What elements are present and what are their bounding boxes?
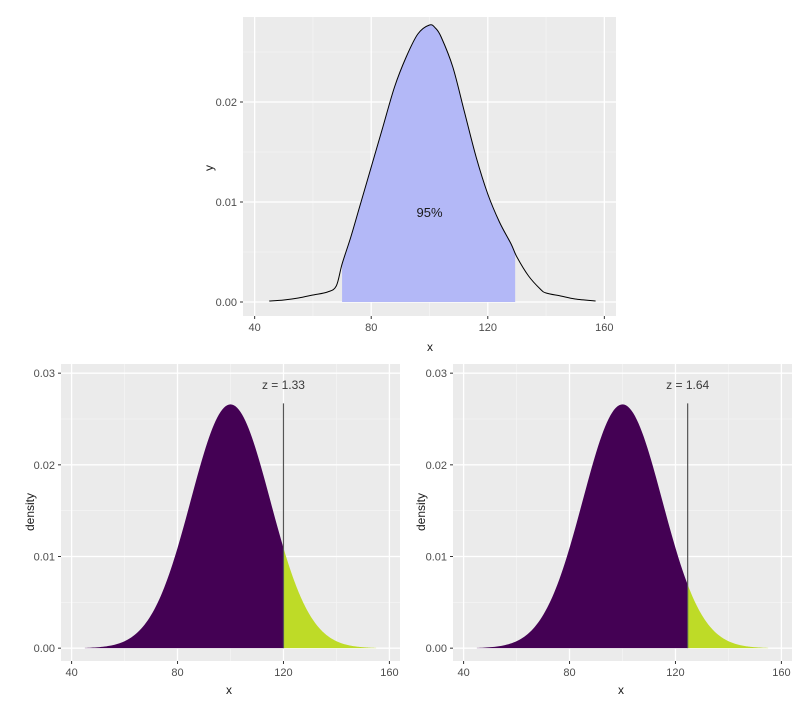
y-tick-label: 0.02: [426, 460, 447, 472]
y-tick-label: 0.02: [34, 460, 55, 472]
shaded-region-95: [342, 24, 516, 303]
y-tick-label: 0.01: [216, 197, 237, 209]
axis-ticks: 40 80 120 160 0.00 0.01 0.02: [216, 97, 614, 334]
x-tick-label: 40: [457, 667, 469, 679]
x-tick-label: 120: [274, 667, 292, 679]
x-axis-title: x: [427, 340, 433, 354]
chart-z-133: z = 1.33 40 80 120 160 0.00 0.01 0.02 0.03 x de…: [23, 364, 400, 697]
y-tick-label: 0.03: [426, 368, 447, 380]
axis-ticks: 40 80 120 160 0.00 0.01 0.02 0.03: [34, 368, 399, 679]
z-label: z = 1.64: [666, 378, 709, 392]
x-tick-label: 40: [249, 322, 261, 334]
y-tick-label: 0.00: [34, 643, 55, 655]
y-tick-label: 0.03: [34, 368, 55, 380]
density-body-area: [476, 404, 688, 649]
y-tick-label: 0.02: [216, 97, 237, 109]
density-body-area: [84, 404, 284, 649]
chart-z-164: z = 1.64 40 80 120 160 0.00 0.01 0.02 0.03 x de…: [414, 364, 792, 697]
density-tail-area: [283, 547, 377, 649]
x-tick-label: 160: [380, 667, 398, 679]
x-axis-title: x: [226, 683, 232, 697]
density-tail-area: [687, 584, 769, 649]
density-curve: [269, 24, 596, 302]
x-tick-label: 120: [666, 667, 684, 679]
x-tick-label: 120: [479, 322, 497, 334]
x-tick-label: 160: [595, 322, 613, 334]
z-value: 1.64: [686, 378, 710, 392]
z-prefix: z =: [666, 378, 682, 392]
x-tick-label: 80: [365, 322, 377, 334]
x-tick-label: 160: [772, 667, 790, 679]
z-label: z = 1.33: [262, 378, 305, 392]
y-tick-label: 0.00: [216, 297, 237, 309]
y-tick-label: 0.00: [426, 643, 447, 655]
chart-95-percent: 95% 40 80 120 160 0.00 0.01 0.02 x y: [202, 17, 616, 354]
percent-annotation: 95%: [416, 205, 442, 220]
x-tick-label: 80: [563, 667, 575, 679]
z-prefix: z =: [262, 378, 278, 392]
x-tick-label: 40: [65, 667, 77, 679]
z-value: 1.33: [282, 378, 306, 392]
axis-ticks: 40 80 120 160 0.00 0.01 0.02 0.03: [426, 368, 791, 679]
y-axis-title: density: [23, 493, 37, 531]
x-axis-title: x: [618, 683, 624, 697]
y-axis-title: density: [414, 493, 428, 531]
x-tick-label: 80: [171, 667, 183, 679]
y-tick-label: 0.01: [34, 552, 55, 564]
y-axis-title: y: [202, 165, 216, 171]
y-tick-label: 0.01: [426, 552, 447, 564]
